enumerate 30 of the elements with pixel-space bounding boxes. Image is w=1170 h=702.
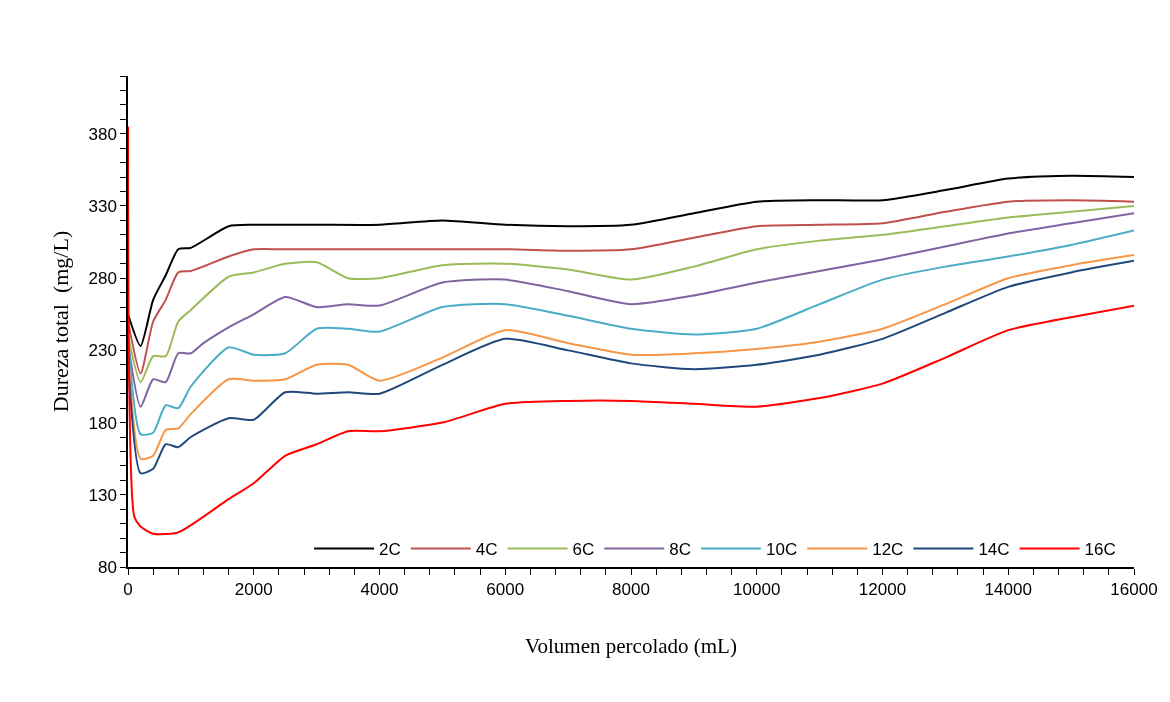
x-tick-label: 10000 <box>733 580 781 600</box>
legend-label: 4C <box>475 540 498 560</box>
y-tick-label: 230 <box>88 341 117 361</box>
y-tick-label: 280 <box>88 269 117 289</box>
y-tick-label: 80 <box>97 557 117 577</box>
x-tick-label: 2000 <box>234 580 273 600</box>
legend-label: 6C <box>572 540 595 560</box>
line-series <box>128 229 1134 436</box>
legend-label: 14C <box>978 540 1010 560</box>
line-series <box>128 174 1134 348</box>
legend-label: 16C <box>1084 540 1116 560</box>
x-tick-label: 4000 <box>360 580 399 600</box>
legend-label: 12C <box>872 540 904 560</box>
y-tick-label: 130 <box>88 485 117 505</box>
x-axis-title: Volumen percolado (mL) <box>525 633 737 658</box>
x-tick-label: 16000 <box>1110 580 1158 600</box>
x-tick-label: 6000 <box>486 580 525 600</box>
x-tick-label: 12000 <box>858 580 907 600</box>
legend-label: 8C <box>669 540 692 560</box>
x-tick-label: 0 <box>123 580 133 600</box>
x-tick-label: 8000 <box>612 580 650 600</box>
y-tick-label: 380 <box>88 124 117 144</box>
x-tick-label: 14000 <box>984 580 1032 600</box>
y-tick-label: 330 <box>88 196 117 216</box>
legend-label: 2C <box>379 540 401 560</box>
y-axis-title: Dureza total (mg/L) <box>47 230 73 413</box>
y-tick-label: 180 <box>88 413 117 433</box>
line-series <box>128 212 1134 408</box>
line-series <box>128 125 1134 536</box>
legend-label: 10C <box>766 540 798 560</box>
